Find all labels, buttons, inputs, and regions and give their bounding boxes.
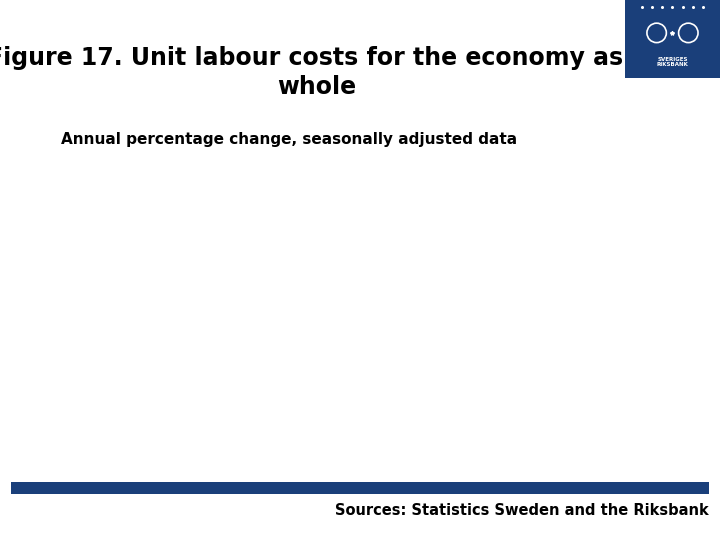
Text: SVERIGES
RIKSBANK: SVERIGES RIKSBANK bbox=[657, 57, 688, 68]
Bar bbox=[625, 0, 720, 78]
Text: Figure 17. Unit labour costs for the economy as a
whole: Figure 17. Unit labour costs for the eco… bbox=[0, 46, 647, 99]
Bar bbox=[11, 482, 709, 494]
Text: Sources: Statistics Sweden and the Riksbank: Sources: Statistics Sweden and the Riksb… bbox=[336, 503, 709, 518]
Text: Annual percentage change, seasonally adjusted data: Annual percentage change, seasonally adj… bbox=[61, 132, 518, 147]
